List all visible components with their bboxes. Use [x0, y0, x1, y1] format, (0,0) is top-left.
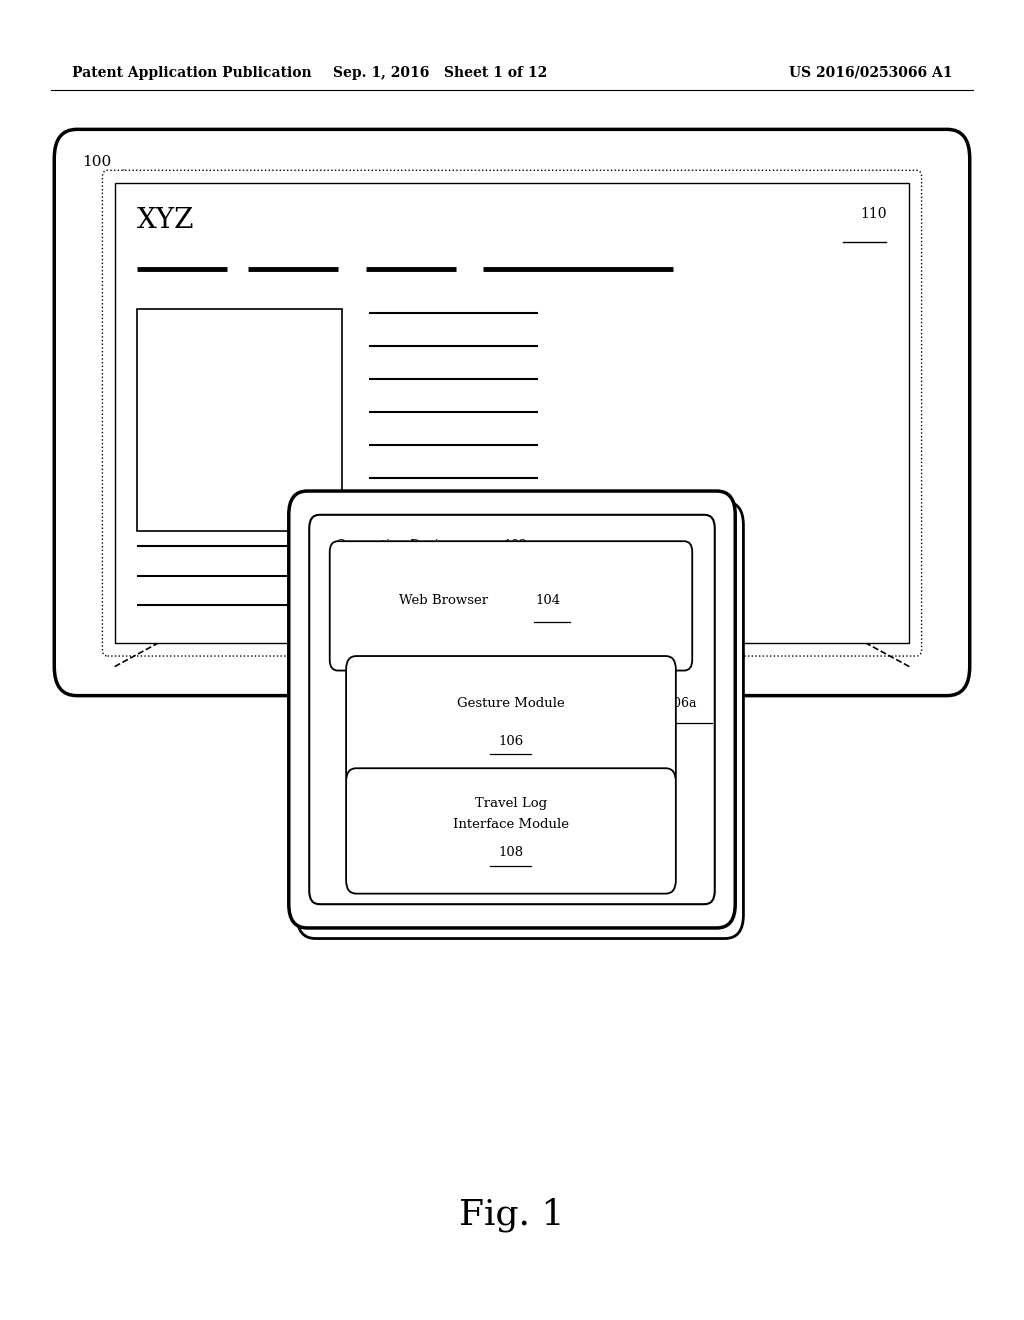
- Text: Gesture Module: Gesture Module: [457, 697, 565, 710]
- FancyBboxPatch shape: [346, 768, 676, 894]
- Polygon shape: [581, 541, 679, 816]
- Text: 108: 108: [499, 846, 523, 859]
- Text: Travel Log: Travel Log: [475, 797, 547, 809]
- Text: 110: 110: [860, 207, 887, 222]
- Text: 106a: 106a: [666, 697, 697, 710]
- Text: Computing Device: Computing Device: [336, 539, 453, 552]
- Text: US 2016/0253066 A1: US 2016/0253066 A1: [788, 66, 952, 79]
- FancyBboxPatch shape: [309, 515, 715, 904]
- FancyBboxPatch shape: [137, 309, 342, 531]
- Text: 102: 102: [504, 539, 527, 552]
- FancyBboxPatch shape: [289, 491, 735, 928]
- Text: Web Browser: Web Browser: [399, 594, 488, 607]
- Text: 104: 104: [535, 594, 560, 607]
- FancyBboxPatch shape: [330, 541, 692, 671]
- Text: 100: 100: [82, 156, 112, 169]
- Text: XYZ: XYZ: [137, 207, 195, 234]
- FancyBboxPatch shape: [115, 183, 909, 643]
- FancyBboxPatch shape: [102, 170, 922, 656]
- Text: 106: 106: [499, 734, 523, 747]
- FancyBboxPatch shape: [297, 502, 743, 939]
- Text: Patent Application Publication: Patent Application Publication: [72, 66, 311, 79]
- Text: Interface Module: Interface Module: [453, 818, 569, 832]
- Text: Fig. 1: Fig. 1: [459, 1197, 565, 1232]
- FancyBboxPatch shape: [366, 520, 647, 606]
- Text: Sep. 1, 2016   Sheet 1 of 12: Sep. 1, 2016 Sheet 1 of 12: [333, 66, 548, 79]
- FancyBboxPatch shape: [54, 129, 970, 696]
- FancyBboxPatch shape: [346, 656, 676, 788]
